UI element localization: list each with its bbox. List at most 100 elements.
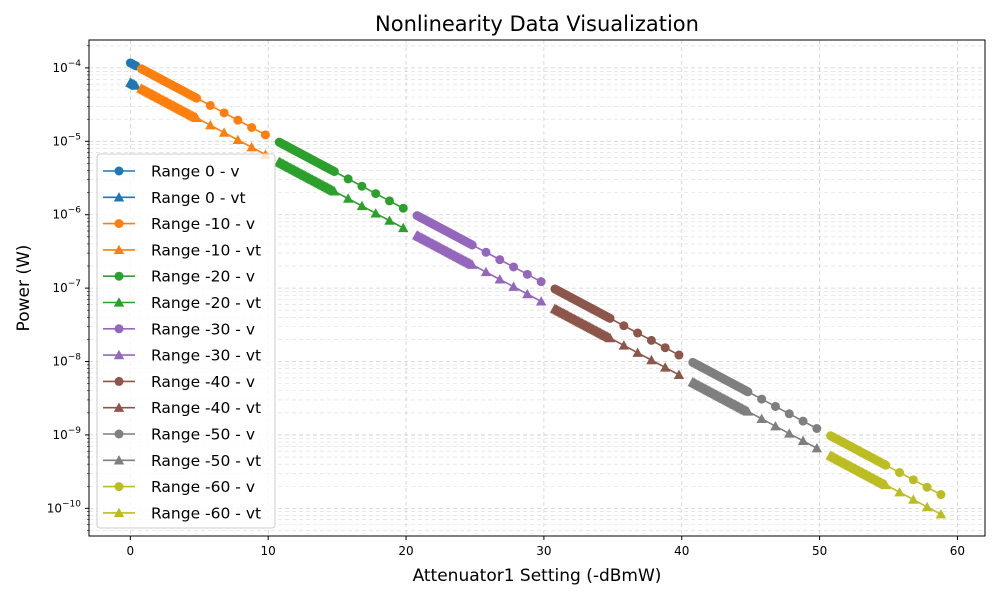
x-tick-label: 40 <box>674 544 689 558</box>
data-point <box>508 281 519 291</box>
legend-label: Range -60 - vt <box>151 504 261 522</box>
series-1 <box>125 77 142 90</box>
data-point <box>784 428 795 438</box>
data-point <box>246 142 257 152</box>
data-point <box>757 394 767 404</box>
data-point <box>219 108 229 118</box>
data-point <box>674 350 684 360</box>
y-tick-label: 10−4 <box>52 59 81 75</box>
legend: Range 0 - v Range 0 - vt Range -10 - v Rang… <box>96 153 276 529</box>
data-point <box>384 215 395 225</box>
x-axis-label: Attenuator1 Setting (-dBmW) <box>413 566 662 586</box>
legend-marker <box>113 244 125 255</box>
data-point <box>371 189 381 199</box>
legend-marker <box>114 166 124 176</box>
data-point <box>522 269 532 279</box>
legend-item: Range -50 - v <box>103 426 255 444</box>
y-axis-label: Power (W) <box>14 245 34 332</box>
data-point <box>880 479 891 490</box>
series-7 <box>411 230 547 306</box>
legend-label: Range -10 - vt <box>151 241 261 259</box>
legend-marker <box>114 429 124 439</box>
legend-marker <box>114 271 124 281</box>
plot-series <box>125 58 947 519</box>
data-point <box>218 127 230 137</box>
data-point <box>894 487 905 497</box>
x-tick-label: 60 <box>950 544 965 558</box>
data-point <box>342 193 354 203</box>
chart-title: Nonlinearity Data Visualization <box>375 12 699 36</box>
y-tick-label: 10−6 <box>52 206 81 222</box>
y-tick-label: 10−8 <box>52 353 81 369</box>
data-point <box>633 328 643 338</box>
legend-label: Range -20 - vt <box>151 294 261 312</box>
data-point <box>467 259 478 269</box>
data-point <box>398 203 408 213</box>
series-5 <box>274 156 409 233</box>
data-point <box>480 266 492 277</box>
data-point <box>329 186 340 196</box>
legend-label: Range -20 - v <box>151 268 255 286</box>
data-point <box>604 332 616 343</box>
data-point <box>260 130 270 140</box>
data-point <box>192 93 202 103</box>
series-11 <box>687 376 823 453</box>
legend-item: Range -40 - v <box>103 373 255 391</box>
x-tick-label: 20 <box>398 544 413 558</box>
data-point <box>494 274 505 284</box>
data-point <box>770 420 781 431</box>
y-tick-label: 10−7 <box>52 279 81 295</box>
data-point <box>936 490 946 500</box>
legend-item: Range -60 - vt <box>103 504 261 522</box>
legend-marker <box>114 219 124 229</box>
axis-ticks: 0 10 20 30 40 50 60 10−10 10−9 10−8 10−7 10−6 10−5 10… <box>47 45 965 558</box>
legend-label: Range -40 - v <box>151 373 255 391</box>
data-point <box>646 354 657 365</box>
data-point <box>797 435 809 446</box>
data-point <box>922 482 932 492</box>
legend-label: Range -60 - v <box>151 478 255 496</box>
data-point <box>881 460 891 470</box>
data-point <box>205 100 215 110</box>
data-point <box>247 123 257 133</box>
data-point <box>232 134 244 145</box>
data-point <box>811 443 823 453</box>
legend-item: Range 0 - v <box>103 163 240 181</box>
x-tick-label: 50 <box>812 544 827 558</box>
series-2 <box>136 64 270 140</box>
data-point <box>356 200 368 211</box>
legend-marker <box>114 376 124 386</box>
x-tick-label: 30 <box>536 544 551 558</box>
data-point <box>784 409 794 419</box>
legend-item: Range -10 - v <box>103 215 255 233</box>
data-point <box>935 509 947 519</box>
data-point <box>522 288 533 299</box>
data-point <box>467 240 477 250</box>
legend-item: Range -20 - vt <box>103 294 261 312</box>
data-point <box>205 120 216 130</box>
data-point <box>798 416 808 426</box>
data-point <box>536 277 546 287</box>
data-point <box>673 369 685 379</box>
x-tick-label: 0 <box>127 544 135 558</box>
legend-item: Range -40 - vt <box>103 399 261 417</box>
legend-item: Range -60 - v <box>103 478 255 496</box>
legend-label: Range 0 - vt <box>151 189 246 207</box>
data-point <box>357 181 367 191</box>
series-3 <box>136 83 271 159</box>
series-6 <box>412 211 546 287</box>
legend-item: Range -20 - v <box>103 268 255 286</box>
data-point <box>646 335 656 345</box>
legend-marker <box>113 349 125 360</box>
legend-item: Range 0 - vt <box>103 189 246 207</box>
series-12 <box>826 431 946 500</box>
series-8 <box>550 284 684 360</box>
data-point <box>191 112 202 123</box>
legend-label: Range -50 - v <box>151 426 255 444</box>
legend-label: Range -50 - vt <box>151 452 261 470</box>
data-point <box>743 387 753 397</box>
data-point <box>509 262 519 272</box>
legend-marker <box>113 507 125 518</box>
series-4 <box>274 137 408 213</box>
legend-label: Range -40 - vt <box>151 399 261 417</box>
